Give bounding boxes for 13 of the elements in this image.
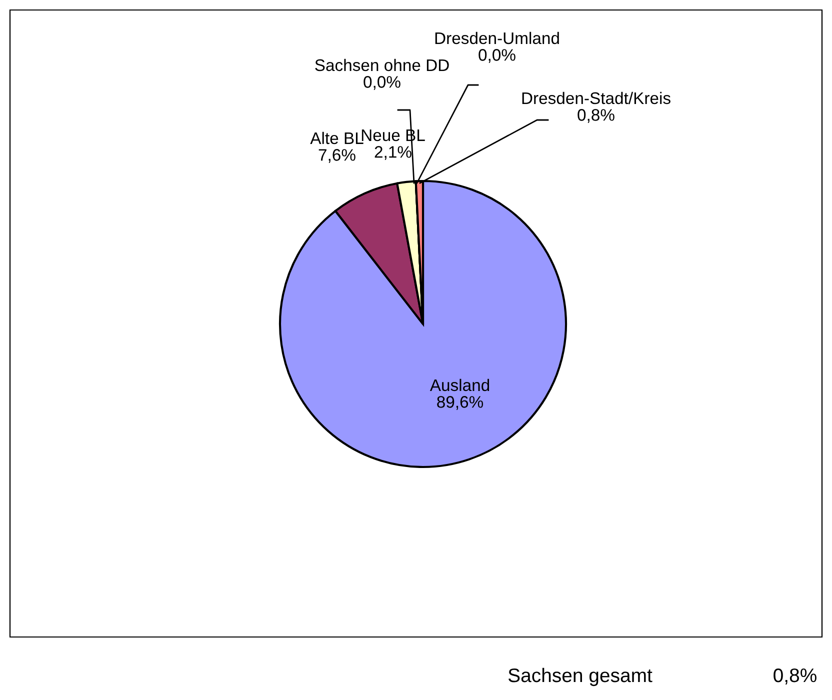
text: 0,0%	[478, 49, 516, 63]
slice-label: Ausland	[430, 378, 490, 392]
data-label: 0,8%	[578, 109, 614, 123]
data-label: 7,6%	[318, 149, 356, 163]
category-label: Dresden-Umland	[435, 32, 559, 44]
slice-label: Dresden-Stadt/Kreis	[522, 92, 670, 104]
text: 0,8%	[774, 668, 816, 685]
category-label: Sachsen ohne DD	[315, 58, 449, 72]
text: 0,0%	[364, 76, 400, 90]
data-label: 89,6%	[437, 396, 484, 410]
data-label: 2,1%	[374, 146, 412, 160]
slice-label: Alte BL	[310, 132, 364, 144]
text: Sachsen gesamt	[508, 668, 652, 686]
